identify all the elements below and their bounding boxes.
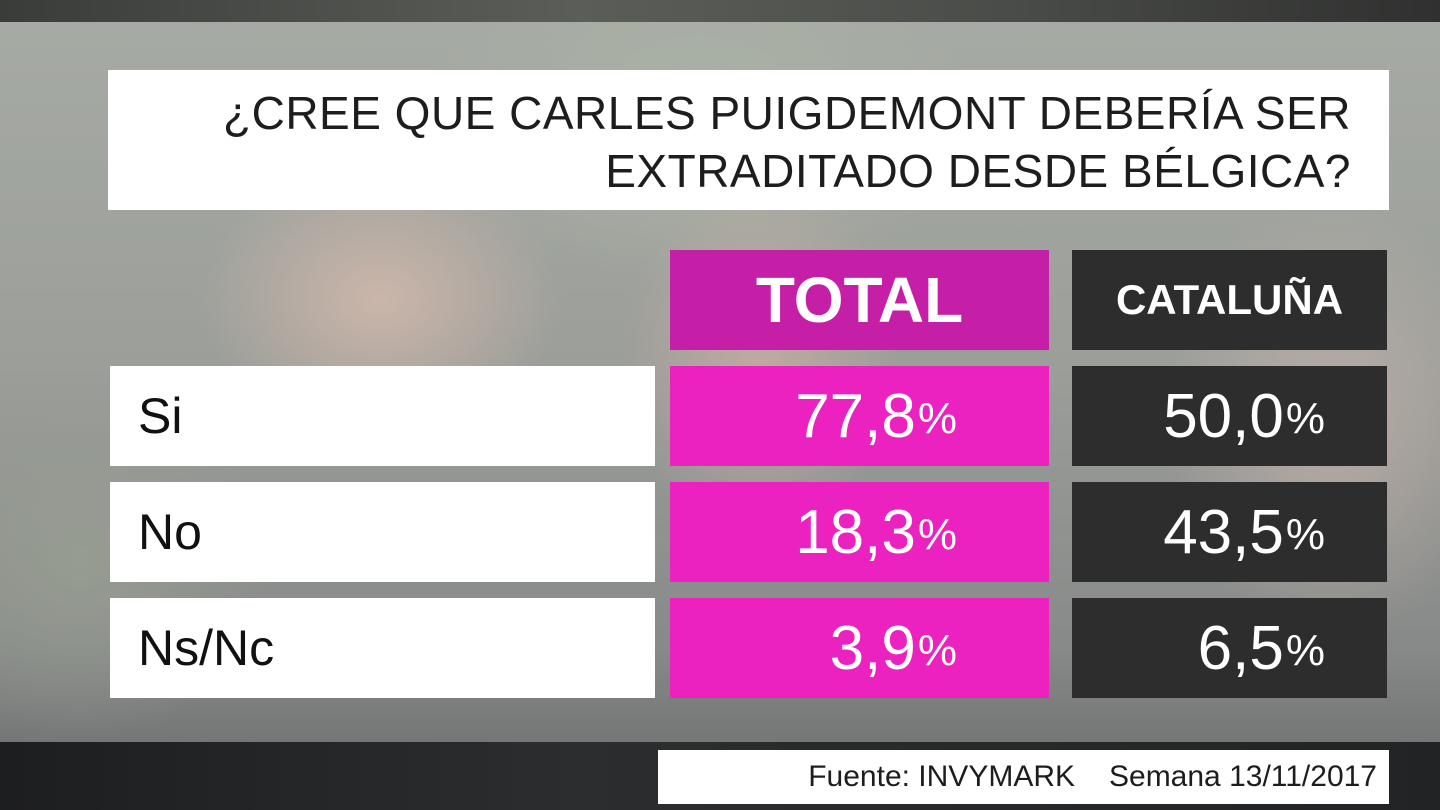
percent-sign: % xyxy=(917,510,957,559)
percent-sign: % xyxy=(1285,394,1325,443)
value-cataluna-no: 43,5 xyxy=(1163,497,1284,567)
cell-total-nsnc: 3,9% xyxy=(670,598,1049,698)
column-header-cataluna: CATALUÑA xyxy=(1072,250,1387,350)
percent-sign: % xyxy=(1285,510,1325,559)
question-title-line-2: EXTRADITADO DESDE BÉLGICA? xyxy=(605,145,1351,197)
row-label-no: No xyxy=(110,482,655,582)
question-title-box: ¿CREE QUE CARLES PUIGDEMONT DEBERÍA SER … xyxy=(108,70,1389,210)
row-label-nsnc: Ns/Nc xyxy=(110,598,655,698)
question-title-line-1: ¿CREE QUE CARLES PUIGDEMONT DEBERÍA SER xyxy=(223,87,1351,139)
column-header-total: TOTAL xyxy=(670,250,1049,350)
cell-cataluna-no: 43,5% xyxy=(1072,482,1387,582)
source-label: Fuente: INVYMARK xyxy=(808,760,1075,793)
survey-date: Semana 13/11/2017 xyxy=(1109,760,1377,793)
value-cataluna-nsnc: 6,5 xyxy=(1197,613,1284,683)
top-background-strip xyxy=(0,0,1440,22)
value-cataluna-si: 50,0 xyxy=(1163,381,1284,451)
cell-cataluna-si: 50,0% xyxy=(1072,366,1387,466)
value-total-no: 18,3 xyxy=(795,497,916,567)
source-footer: Fuente: INVYMARK Semana 13/11/2017 xyxy=(658,750,1389,804)
cell-total-no: 18,3% xyxy=(670,482,1049,582)
percent-sign: % xyxy=(1285,626,1325,675)
value-total-nsnc: 3,9 xyxy=(829,613,916,683)
cell-cataluna-nsnc: 6,5% xyxy=(1072,598,1387,698)
value-total-si: 77,8 xyxy=(795,381,916,451)
percent-sign: % xyxy=(917,394,957,443)
percent-sign: % xyxy=(917,626,957,675)
cell-total-si: 77,8% xyxy=(670,366,1049,466)
row-label-si: Si xyxy=(110,366,655,466)
